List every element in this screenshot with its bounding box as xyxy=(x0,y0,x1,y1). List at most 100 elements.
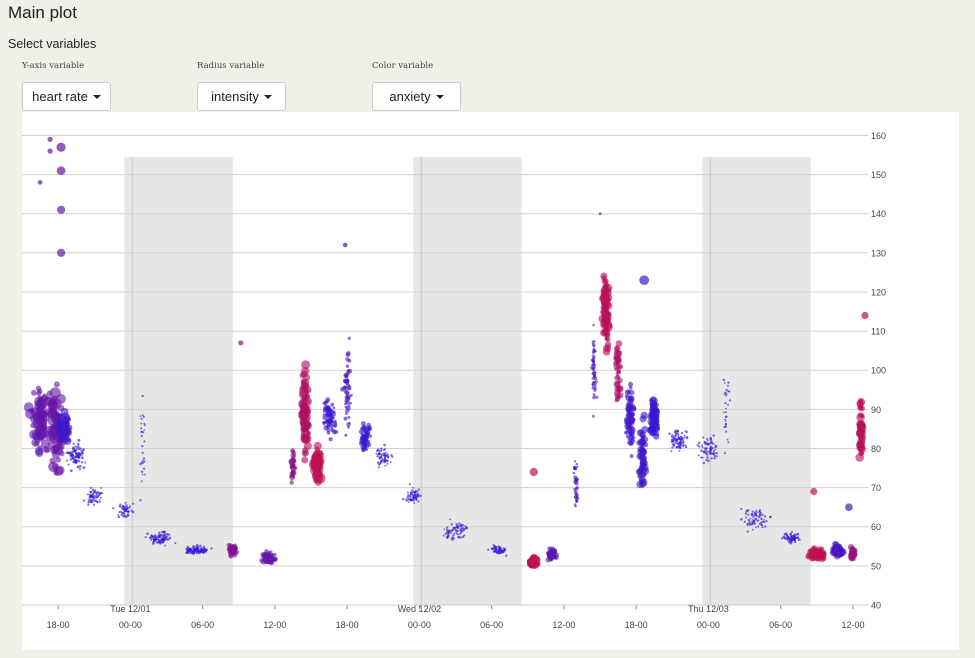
data-point xyxy=(789,542,792,545)
data-point xyxy=(649,402,656,408)
color-variable-dropdown[interactable]: anxiety xyxy=(372,82,461,111)
data-point xyxy=(329,423,334,428)
data-point xyxy=(457,533,460,536)
data-point xyxy=(90,494,93,497)
data-point xyxy=(727,441,730,444)
data-point xyxy=(301,456,309,464)
data-point xyxy=(122,508,125,511)
data-point xyxy=(547,551,554,558)
data-point xyxy=(624,430,628,435)
data-point xyxy=(79,447,82,450)
data-point xyxy=(449,518,452,521)
scatter-chart[interactable]: 40 50 60 70 80 90 100 110 120 130 140 150 160 18-00 0… xyxy=(22,112,959,650)
data-point xyxy=(783,533,787,536)
data-point xyxy=(141,451,144,455)
data-point xyxy=(49,457,56,464)
night-band xyxy=(702,157,811,605)
data-point xyxy=(682,445,685,448)
data-point xyxy=(60,436,68,444)
data-point xyxy=(413,502,416,504)
radius-variable-dropdown[interactable]: intensity xyxy=(197,82,286,111)
data-point xyxy=(363,435,368,441)
data-point xyxy=(380,454,383,457)
data-point xyxy=(857,412,864,418)
data-point xyxy=(574,480,578,483)
data-point xyxy=(302,434,312,444)
data-point xyxy=(680,445,683,447)
data-point xyxy=(595,395,599,399)
data-point xyxy=(708,452,711,455)
data-point xyxy=(415,499,418,502)
data-point xyxy=(74,445,77,448)
data-point xyxy=(65,451,69,455)
data-point xyxy=(603,316,611,325)
data-point xyxy=(675,446,678,449)
data-point xyxy=(380,449,383,452)
data-point xyxy=(409,494,412,497)
data-point xyxy=(290,471,296,476)
y-tick-label: 90 xyxy=(871,405,881,415)
data-point xyxy=(409,491,412,494)
data-point xyxy=(728,390,731,393)
data-point xyxy=(707,459,710,463)
data-point xyxy=(55,412,60,417)
data-point xyxy=(451,538,454,541)
data-point xyxy=(57,205,66,214)
data-point xyxy=(377,466,380,469)
data-point xyxy=(707,443,710,446)
data-point xyxy=(572,471,576,475)
data-point xyxy=(293,466,298,470)
data-point xyxy=(745,516,748,519)
data-point xyxy=(710,457,713,460)
data-point xyxy=(161,540,164,544)
data-points xyxy=(23,136,869,570)
data-point xyxy=(858,436,866,444)
data-point xyxy=(77,459,81,463)
data-point xyxy=(162,535,165,539)
data-point xyxy=(683,434,686,437)
data-point xyxy=(726,388,728,391)
data-point xyxy=(72,461,75,464)
x-tick-label: 18-00 xyxy=(47,620,70,630)
data-point xyxy=(204,550,207,553)
data-point xyxy=(575,499,579,503)
data-point xyxy=(744,512,748,515)
data-point xyxy=(453,532,456,535)
data-point xyxy=(701,446,704,449)
x-tick-label: 06-00 xyxy=(480,620,503,630)
data-point xyxy=(331,429,337,435)
data-point xyxy=(144,473,146,476)
data-point xyxy=(164,544,167,547)
data-point xyxy=(126,506,129,509)
data-point xyxy=(322,416,326,420)
data-point xyxy=(42,446,50,453)
y-axis: 40 50 60 70 80 90 100 110 120 130 140 150 160 xyxy=(871,131,886,611)
data-point xyxy=(753,522,756,525)
data-point xyxy=(725,411,727,414)
data-point xyxy=(615,340,623,347)
data-point xyxy=(573,489,578,494)
x-tick-label: 06-00 xyxy=(191,620,214,630)
data-point xyxy=(119,503,122,506)
data-point xyxy=(168,533,171,536)
data-point xyxy=(723,382,726,384)
x-tick-label: 18-00 xyxy=(336,620,359,630)
data-point xyxy=(625,406,632,413)
data-point xyxy=(790,530,794,534)
data-point xyxy=(604,346,610,352)
data-point xyxy=(442,534,445,537)
data-point xyxy=(39,435,45,441)
data-point xyxy=(90,496,92,499)
y-axis-variable-dropdown[interactable]: heart rate xyxy=(22,82,111,111)
data-point xyxy=(80,461,84,464)
data-point xyxy=(344,387,349,392)
data-point xyxy=(711,447,714,450)
data-point xyxy=(835,550,840,556)
data-point xyxy=(92,492,95,495)
data-point xyxy=(459,527,463,531)
data-point xyxy=(303,420,309,425)
data-point xyxy=(702,436,705,439)
data-point xyxy=(301,449,309,457)
data-point xyxy=(67,463,70,466)
data-point xyxy=(197,549,200,552)
